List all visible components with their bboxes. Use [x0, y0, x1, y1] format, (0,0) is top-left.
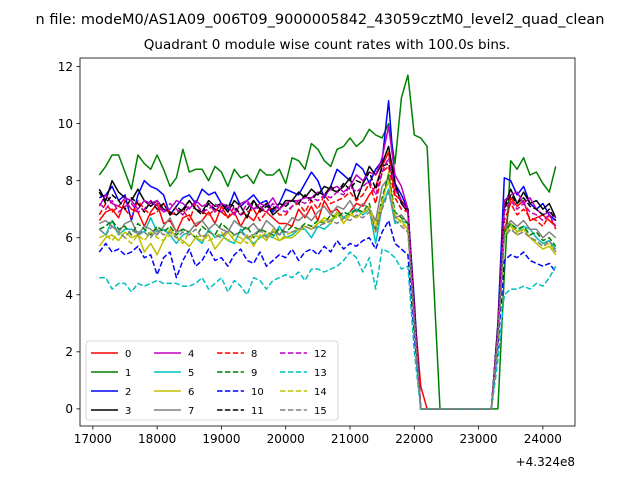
x-axis: 17000 18000 19000 20000 21000 22000 23000 24000: [74, 426, 562, 446]
plot-area: [79, 57, 576, 427]
legend-label-9: 9: [251, 368, 257, 379]
y-tick-label: 12: [58, 60, 73, 74]
x-tick-label: 18000: [138, 432, 176, 446]
x-tick-label: 22000: [395, 432, 433, 446]
x-tick-label: 24000: [524, 432, 562, 446]
x-tick-label: 19000: [202, 432, 240, 446]
y-tick-label: 10: [58, 117, 73, 131]
legend-label-0: 0: [125, 349, 131, 360]
series-line-8: [98, 165, 557, 410]
legend-label-7: 7: [188, 406, 194, 417]
plot-frame: [79, 57, 576, 427]
legend-label-8: 8: [251, 349, 257, 360]
legend-label-2: 2: [125, 387, 131, 398]
x-tick-label: 21000: [331, 432, 369, 446]
x-tick-label: 17000: [74, 432, 112, 446]
y-tick-label: 4: [65, 288, 73, 302]
y-tick-label: 8: [65, 174, 73, 188]
legend-label-1: 1: [125, 368, 131, 379]
legend-label-4: 4: [188, 349, 194, 360]
y-tick-label: 0: [65, 402, 73, 416]
x-tick-label: 20000: [267, 432, 305, 446]
x-axis-offset-label: +4.324e8: [516, 455, 575, 469]
legend-label-15: 15: [314, 406, 327, 417]
y-tick-label: 2: [65, 345, 73, 359]
legend-label-10: 10: [251, 387, 264, 398]
y-tick-label: 6: [65, 231, 73, 245]
legend-label-5: 5: [188, 368, 194, 379]
legend-label-14: 14: [314, 387, 327, 398]
series-line-13: [99, 248, 557, 410]
legend-label-11: 11: [251, 406, 264, 417]
legend-label-12: 12: [314, 349, 327, 360]
y-axis: 0 2 4 6 8 10 12: [58, 60, 80, 416]
legend-label-13: 13: [314, 368, 327, 379]
legend-label-6: 6: [188, 387, 194, 398]
series-line-12: [98, 157, 557, 410]
series-line-15: [98, 191, 557, 410]
legend-box: [85, 340, 339, 421]
series-group: [98, 74, 557, 410]
x-tick-label: 23000: [459, 432, 497, 446]
figure-suptitle: n file: modeM0/AS1A09_006T09_9000005842_…: [36, 12, 605, 28]
legend-label-3: 3: [125, 406, 131, 417]
chart-title: Quadrant 0 module wise count rates with …: [144, 37, 510, 53]
